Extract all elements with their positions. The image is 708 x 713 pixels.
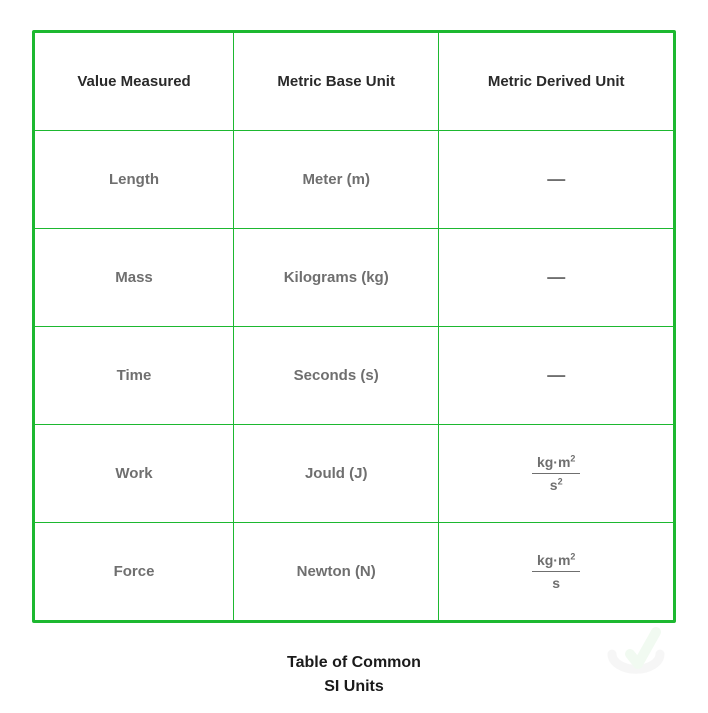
table-caption: Table of Common SI Units [32, 651, 676, 699]
cell-derived: kg·m2 s2 [439, 425, 674, 523]
cell-value: Force [35, 523, 234, 621]
cell-base: Jould (J) [234, 425, 439, 523]
table-row: Force Newton (N) kg·m2 s [35, 523, 674, 621]
table-body: Length Meter (m) — Mass Kilograms (kg) —… [35, 131, 674, 621]
cell-base: Seconds (s) [234, 327, 439, 425]
col-header-value: Value Measured [35, 33, 234, 131]
cell-derived: — [439, 229, 674, 327]
table-row: Length Meter (m) — [35, 131, 674, 229]
cell-base: Meter (m) [234, 131, 439, 229]
si-units-table-container: Value Measured Metric Base Unit Metric D… [32, 30, 676, 623]
table-header-row: Value Measured Metric Base Unit Metric D… [35, 33, 674, 131]
fraction-denominator: s2 [532, 473, 580, 494]
dash-icon: — [547, 267, 565, 287]
col-header-base: Metric Base Unit [234, 33, 439, 131]
si-units-table: Value Measured Metric Base Unit Metric D… [34, 32, 674, 621]
table-row: Mass Kilograms (kg) — [35, 229, 674, 327]
fraction: kg·m2 s [527, 551, 585, 592]
fraction-numerator: kg·m2 [527, 551, 585, 571]
fraction-denominator: s [532, 571, 580, 592]
cell-base: Newton (N) [234, 523, 439, 621]
cell-base: Kilograms (kg) [234, 229, 439, 327]
fraction: kg·m2 s2 [527, 453, 585, 494]
caption-line-2: SI Units [32, 675, 676, 699]
cell-derived: — [439, 327, 674, 425]
cell-value: Time [35, 327, 234, 425]
table-row: Work Jould (J) kg·m2 s2 [35, 425, 674, 523]
table-row: Time Seconds (s) — [35, 327, 674, 425]
col-header-derived: Metric Derived Unit [439, 33, 674, 131]
dash-icon: — [547, 365, 565, 385]
cell-value: Mass [35, 229, 234, 327]
dash-icon: — [547, 169, 565, 189]
watermark-icon [604, 624, 668, 681]
caption-line-1: Table of Common [32, 651, 676, 675]
cell-value: Length [35, 131, 234, 229]
cell-derived: kg·m2 s [439, 523, 674, 621]
cell-derived: — [439, 131, 674, 229]
cell-value: Work [35, 425, 234, 523]
fraction-numerator: kg·m2 [527, 453, 585, 473]
